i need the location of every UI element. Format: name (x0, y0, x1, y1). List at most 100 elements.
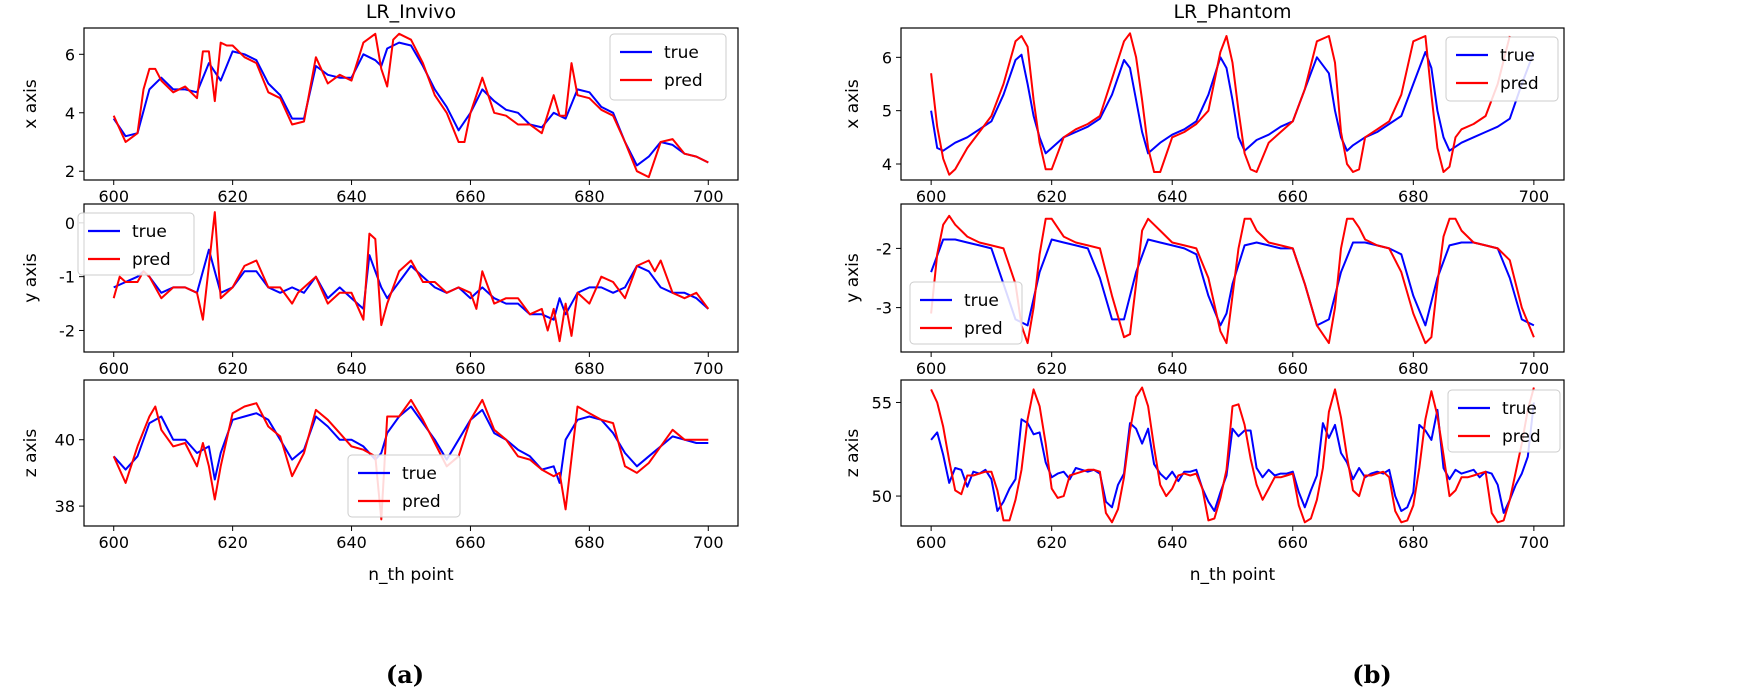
panel-b-subplot-1-ytick-label: 4 (882, 155, 892, 174)
panel-a-subplot-1-xtick-label: 640 (336, 187, 367, 206)
panel-a-subplot-3-xtick-label: 620 (217, 533, 248, 552)
panel-b-subplot-2-xtick-label: 680 (1398, 359, 1429, 378)
panel-b-subplot-3-ytick-label: 55 (872, 393, 892, 412)
panel-a-subplot-3-xtick-label: 700 (693, 533, 724, 552)
panel-a-subplot-1-legend-true-label: true (664, 43, 699, 63)
panel-b-subplot-1-series-pred-line (930, 32, 1511, 176)
panel-a-subplot-2: 600 620 640 660 680 700 -2 -1 0 y axis true pred (21, 203, 739, 378)
panel-a-subplot-1-xtick-label: 660 (455, 187, 486, 206)
panel-a-subplot-1-xtick-label: 680 (574, 187, 605, 206)
panel-a-subplot-2-xtick-label: 700 (693, 359, 724, 378)
panel-a-subplot-3-xtick-label: 600 (98, 533, 129, 552)
panel-b-subplot-2-ytick-label: -3 (876, 299, 892, 318)
panel-b-subplot-2-frame (900, 203, 1565, 353)
panel-b-subplot-1-legend-true-label: true (1500, 46, 1535, 66)
panel-b-subplot-2-xtick-label: 660 (1277, 359, 1308, 378)
panel-b-subplot-3-frame (900, 379, 1565, 527)
panel-a-subplot-3-legend: true pred (347, 454, 461, 518)
panel-b-subplot-2-legend-true-label: true (964, 291, 999, 311)
panel-b-subplot-3-xtick-label: 640 (1157, 533, 1188, 552)
panel-b-subplot-3-xtick-label: 660 (1277, 533, 1308, 552)
panel-b-subplot-3: 600 620 640 660 680 700 50 55 z axis true pred (843, 379, 1565, 552)
panel-a-subplot-1-xtick-label: 700 (693, 187, 724, 206)
panel-a-subplot-3-xtick-label: 660 (455, 533, 486, 552)
panel-a-subplot-1-ytick-label: 2 (65, 162, 75, 181)
panel-b-subplot-1-frame (900, 27, 1565, 181)
panel-b-subplot-1: 600 620 640 660 680 700 4 5 6 x axis true pred (843, 27, 1565, 206)
panel-a-subplot-2-xtick-label: 640 (336, 359, 367, 378)
panel-a-subplot-2-ytick-label: -2 (59, 321, 75, 340)
panel-label-a: (a) (386, 660, 424, 689)
panel-a-subplot-1-xtick-label: 620 (217, 187, 248, 206)
panel-b-subplot-1-legend: true pred (1445, 36, 1559, 102)
panel-a-subplot-3-frame (83, 379, 739, 527)
panel-a-subplot-1-legend: true pred (609, 33, 727, 101)
panel-b-chart: LR_Phantom n_th point 600 620 640 660 680 700 4 5… (843, 1, 1565, 585)
panel-a-subplot-2-ytick-label: -1 (59, 268, 75, 287)
panel-b-subplot-2-ytick-label: -2 (876, 239, 892, 258)
panel-b-subplot-3-series-true-line (930, 402, 1535, 514)
panel-b-subplot-2-xtick-label: 700 (1519, 359, 1550, 378)
panel-a-title: LR_Invivo (366, 1, 456, 23)
panel-b-subplot-2-xtick-label: 600 (916, 359, 947, 378)
panel-b-subplot-1-xtick-label: 700 (1519, 187, 1550, 206)
panel-a-subplot-3-ytick-label: 38 (55, 497, 75, 516)
panel-a-subplot-2-xtick-label: 600 (98, 359, 129, 378)
panel-b-subplot-1-series-true-line (930, 51, 1535, 155)
panel-b-subplot-1-ylabel: x axis (843, 79, 863, 129)
panel-a-subplot-3-legend-true-label: true (402, 464, 437, 484)
panel-a-subplot-2-xtick-label: 660 (455, 359, 486, 378)
panel-b-subplot-3-xtick-label: 700 (1519, 533, 1550, 552)
panel-a-subplot-3-xtick-label: 640 (336, 533, 367, 552)
panel-a-subplot-1-legend-box (609, 33, 727, 101)
panel-b-subplot-1-xtick-label: 600 (916, 187, 947, 206)
panel-b-subplot-2-legend: true pred (909, 281, 1023, 345)
panel-b-subplot-2-ylabel: y axis (843, 253, 863, 303)
panel-b-subplot-2: 600 620 640 660 680 700 -3 -2 y axis true pred (843, 203, 1565, 378)
panel-a-subplot-2-ylabel: y axis (21, 253, 41, 303)
panel-a-subplot-2-frame (83, 203, 739, 353)
panel-b-subplot-2-xtick-label: 640 (1157, 359, 1188, 378)
panel-a-subplot-2-legend-true-label: true (132, 222, 167, 242)
panel-b-subplot-3-ylabel: z axis (843, 429, 863, 478)
panel-a-subplot-2-xtick-label: 680 (574, 359, 605, 378)
panel-a-subplot-3-series-true-line (112, 405, 709, 484)
panel-a-subplot-3-series-pred-line (112, 398, 709, 521)
panel-b-subplot-3-ytick-label: 50 (872, 487, 892, 506)
panel-b-subplot-3-legend: true pred (1447, 389, 1561, 453)
panel-b-subplot-3-legend-true-label: true (1502, 399, 1537, 419)
panel-b-subplot-2-series-pred-line (930, 214, 1535, 345)
panel-a-xlabel: n_th point (368, 565, 454, 585)
panel-a-subplot-1: 600 620 640 660 680 700 2 4 6 x axis true pred (21, 27, 739, 206)
panel-b-subplot-1-xtick-label: 680 (1398, 187, 1429, 206)
panel-a-subplot-1-series-true-line (112, 41, 709, 167)
panel-b-subplot-1-legend-box (1445, 36, 1559, 102)
panel-b-subplot-3-legend-pred-label: pred (1502, 427, 1541, 447)
panel-b-subplot-2-legend-pred-label: pred (964, 319, 1003, 339)
panel-a-subplot-3-legend-pred-label: pred (402, 492, 441, 512)
panel-a-subplot-3-ylabel: z axis (21, 429, 41, 478)
panel-b-subplot-3-xtick-label: 680 (1398, 533, 1429, 552)
panel-a-subplot-2-ytick-label: 0 (65, 214, 75, 233)
panel-a-subplot-1-xtick-label: 600 (98, 187, 129, 206)
panel-b-subplot-1-ytick-label: 6 (882, 48, 892, 67)
panel-b-subplot-3-series-pred-line (930, 386, 1535, 524)
panel-a-subplot-1-ytick-label: 6 (65, 45, 75, 64)
panel-b-subplot-1-xtick-label: 660 (1277, 187, 1308, 206)
panel-a-subplot-1-ytick-label: 4 (65, 104, 75, 123)
panel-a-subplot-3-xtick-label: 680 (574, 533, 605, 552)
panel-a-subplot-2-xtick-label: 620 (217, 359, 248, 378)
panel-b-title: LR_Phantom (1173, 1, 1291, 23)
panel-a-subplot-1-ylabel: x axis (21, 79, 41, 129)
panel-a-subplot-1-frame (83, 27, 739, 181)
panel-b-subplot-3-xtick-label: 620 (1036, 533, 1067, 552)
panel-a-subplot-2-legend-pred-label: pred (132, 250, 171, 270)
panel-b-subplot-1-ytick-label: 5 (882, 102, 892, 121)
panel-b-subplot-1-legend-pred-label: pred (1500, 74, 1539, 94)
panel-label-b: (b) (1352, 660, 1392, 689)
panel-b-subplot-1-xtick-label: 640 (1157, 187, 1188, 206)
panel-b-subplot-3-xtick-label: 600 (916, 533, 947, 552)
panel-a-subplot-2-legend: true pred (77, 212, 195, 276)
